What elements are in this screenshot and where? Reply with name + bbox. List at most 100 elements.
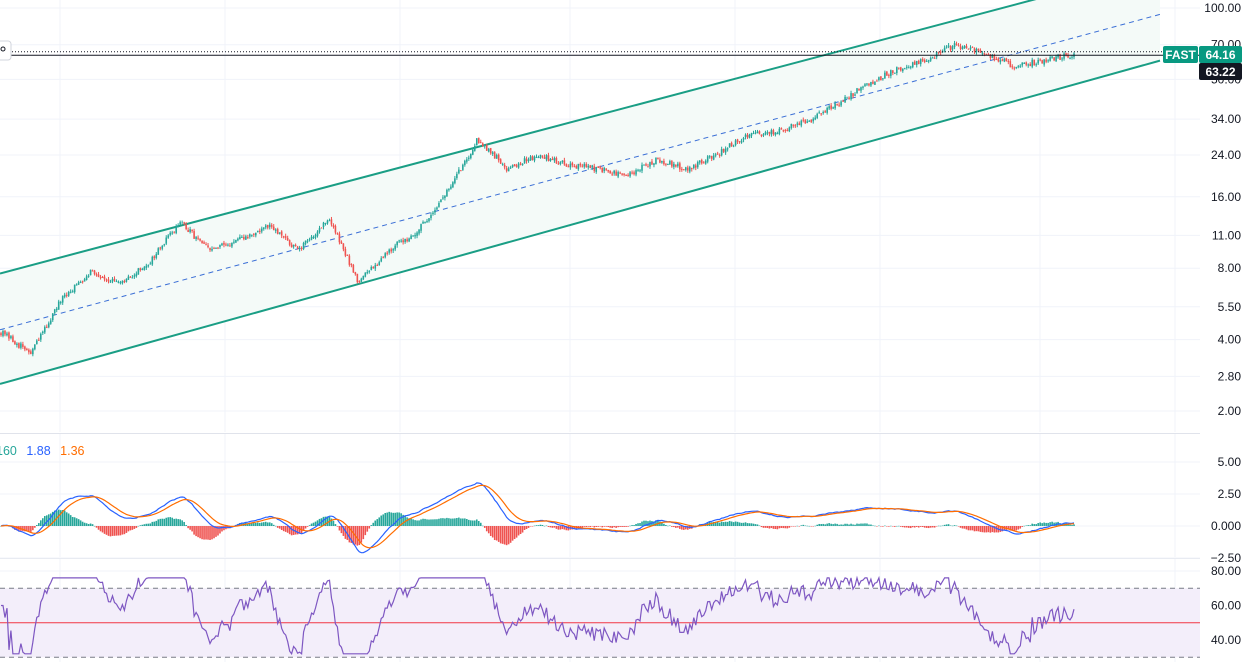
- macd-histogram-bar: [603, 526, 605, 527]
- fast-price-badge: FAST 64.16: [1163, 46, 1242, 63]
- candle: [1013, 66, 1016, 71]
- candle: [734, 138, 737, 147]
- price-scale[interactable]: 100.0070.0050.0034.0024.0016.0011.008.00…: [1204, 1, 1241, 647]
- macd-histogram-bar: [949, 525, 952, 526]
- candle: [422, 220, 424, 224]
- macd-histogram-bar: [774, 526, 777, 529]
- macd-histogram-bar: [280, 526, 283, 530]
- candle: [69, 289, 72, 294]
- candle: [523, 156, 526, 164]
- candle: [300, 246, 303, 251]
- macd-histogram-bar: [1051, 521, 1053, 526]
- channel-lower-line[interactable]: [0, 59, 1161, 385]
- macd-histogram-bar: [454, 518, 456, 526]
- macd-histogram-bar: [185, 525, 187, 526]
- macd-histogram-bar: [77, 519, 80, 526]
- macd-pane[interactable]: 160 1.88 1.36: [0, 434, 1200, 559]
- candle: [360, 277, 363, 282]
- candle: [344, 246, 347, 258]
- candle: [137, 267, 140, 275]
- macd-histogram-bar: [850, 523, 852, 526]
- candle: [677, 161, 679, 168]
- candle: [432, 210, 434, 216]
- candle: [2, 329, 4, 338]
- macd-histogram-bar: [388, 511, 390, 526]
- candle: [786, 128, 789, 132]
- candle: [382, 256, 385, 259]
- macd-histogram-bar: [1033, 524, 1035, 526]
- candle: [716, 151, 719, 155]
- candle: [760, 134, 763, 138]
- price-pane[interactable]: [0, 0, 1200, 432]
- macd-histogram-bar: [414, 520, 416, 526]
- candle: [919, 58, 922, 67]
- macd-histogram-bar: [324, 516, 327, 526]
- candle: [123, 279, 126, 284]
- macd-histogram-bar: [302, 526, 305, 531]
- candle: [846, 96, 848, 99]
- candle: [32, 347, 34, 357]
- channel-mid-dashed-line[interactable]: [0, 13, 1161, 331]
- macd-histogram-bar: [141, 524, 144, 526]
- macd-histogram-bar: [65, 512, 68, 526]
- macd-histogram-bar: [79, 520, 82, 526]
- macd-histogram-bar: [477, 521, 480, 526]
- candle: [424, 221, 426, 224]
- macd-histogram-bar: [310, 523, 313, 526]
- candle: [537, 155, 540, 159]
- candle: [915, 60, 918, 68]
- macd-histogram-bar: [615, 526, 617, 528]
- candle: [551, 156, 554, 161]
- candle: [951, 45, 954, 52]
- macd-histogram-bar: [945, 524, 948, 526]
- macd-histogram-bar: [983, 526, 986, 533]
- candle: [814, 115, 817, 121]
- channel-upper-line[interactable]: [0, 0, 1160, 275]
- macd-histogram-bar: [107, 526, 110, 536]
- candle: [909, 65, 912, 70]
- macd-histogram-bar: [778, 526, 781, 529]
- candle: [778, 126, 781, 136]
- macd-histogram-bar: [175, 518, 177, 526]
- macd-histogram-bar: [939, 525, 942, 527]
- candle: [784, 128, 787, 133]
- candle: [687, 165, 689, 173]
- candle: [438, 201, 440, 208]
- macd-histogram-bar: [838, 524, 840, 526]
- macd-histogram-bar: [49, 513, 52, 526]
- macd-histogram-bar: [217, 526, 219, 536]
- candle: [911, 61, 914, 69]
- macd-histogram-bar: [145, 523, 148, 526]
- macd-histogram-bar: [378, 517, 381, 526]
- macd-histogram-bar: [61, 510, 64, 526]
- macd-histogram-bar: [802, 524, 805, 526]
- candle: [547, 152, 550, 162]
- macd-histogram-bar: [262, 522, 265, 526]
- candle: [503, 162, 506, 170]
- candle: [211, 246, 213, 252]
- macd-histogram-bar: [748, 523, 751, 526]
- macd-histogram-bar: [481, 525, 484, 527]
- macd-histogram-bar: [635, 523, 637, 526]
- candle: [507, 166, 510, 172]
- macd-histogram-bar: [792, 526, 795, 527]
- macd-histogram-bar: [384, 512, 387, 526]
- macd-histogram-bar: [653, 521, 655, 526]
- macd-histogram-bar: [782, 526, 785, 529]
- macd-histogram-bar: [559, 526, 562, 530]
- candle: [557, 161, 560, 165]
- candle: [896, 66, 898, 76]
- candle: [388, 248, 390, 255]
- left-tool-button[interactable]: [0, 40, 12, 61]
- macd-histogram-bar: [973, 526, 976, 532]
- macd-histogram-bar: [207, 526, 209, 540]
- candle: [625, 174, 627, 177]
- macd-histogram-bar: [669, 525, 671, 527]
- candle: [685, 166, 687, 172]
- macd-histogram-bar: [593, 526, 596, 528]
- candle: [1063, 51, 1065, 61]
- rsi-pane[interactable]: [0, 559, 1200, 662]
- macd-histogram-bar: [352, 526, 355, 545]
- macd-histogram-bar: [326, 516, 329, 526]
